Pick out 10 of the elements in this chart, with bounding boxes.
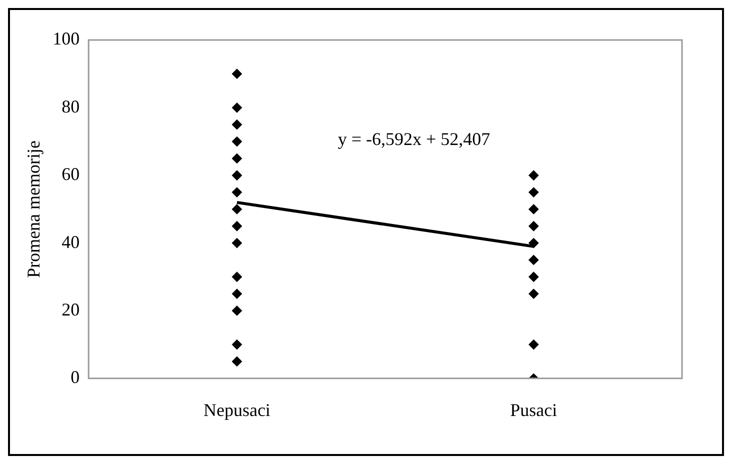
y-tick-label: 20	[62, 299, 80, 320]
y-tick-label: 60	[62, 164, 80, 184]
y-axis-title: Promena memorije	[24, 140, 44, 278]
y-tick-label: 80	[62, 96, 80, 116]
y-tick-label: 40	[62, 232, 80, 252]
y-tick-label: 0	[70, 367, 80, 388]
y-tick-label: 100	[52, 28, 80, 49]
x-tick-label: Pusaci	[510, 400, 558, 420]
annotation: y = -6,592x + 52,407	[338, 128, 490, 149]
x-tick-label: Nepusaci	[203, 400, 270, 420]
